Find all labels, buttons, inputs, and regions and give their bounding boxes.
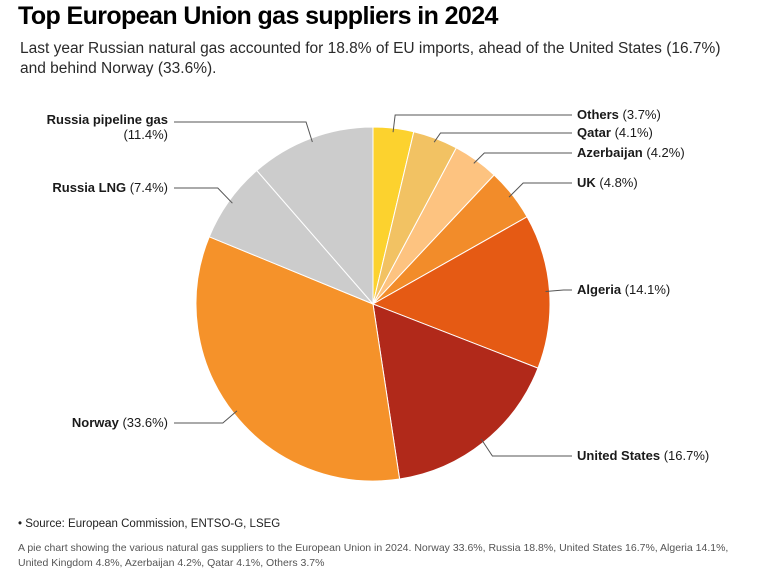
- slice-label-russia-pipeline-gas: Russia pipeline gas (11.4%): [47, 112, 168, 142]
- slice-label-algeria: Algeria (14.1%): [577, 282, 670, 297]
- slice-label-qatar: Qatar (4.1%): [577, 125, 653, 140]
- slice-label-uk: UK (4.8%): [577, 175, 638, 190]
- pie-chart: Others (3.7%) Qatar (4.1%) Azerbaijan (4.2…: [47, 107, 709, 482]
- chart-subtitle: Last year Russian natural gas accounted …: [20, 40, 721, 77]
- leader-line-algeria: [545, 289, 572, 293]
- source-note: • Source: European Commission, ENTSO-G, …: [18, 518, 281, 530]
- slice-label-united-states: United States (16.7%): [577, 448, 709, 463]
- slice-label-azerbaijan: Azerbaijan (4.2%): [577, 145, 685, 160]
- slice-label-russia-lng: Russia LNG (7.4%): [52, 180, 168, 195]
- leader-line-russia-pipeline-gas: [174, 121, 313, 143]
- slice-label-others: Others (3.7%): [577, 107, 661, 122]
- leader-line-others: [392, 114, 572, 133]
- chart-description: A pie chart showing the various natural …: [18, 542, 729, 569]
- slice-label-norway: Norway (33.6%): [72, 415, 168, 430]
- leader-line-uk: [508, 182, 572, 198]
- leader-line-azerbaijan: [473, 152, 572, 164]
- leader-line-russia-lng: [174, 187, 233, 204]
- chart-title: Top European Union gas suppliers in 2024: [18, 2, 498, 30]
- leader-line-qatar: [433, 132, 572, 143]
- leader-line-norway: [174, 410, 238, 424]
- leader-line-united-states: [480, 438, 572, 457]
